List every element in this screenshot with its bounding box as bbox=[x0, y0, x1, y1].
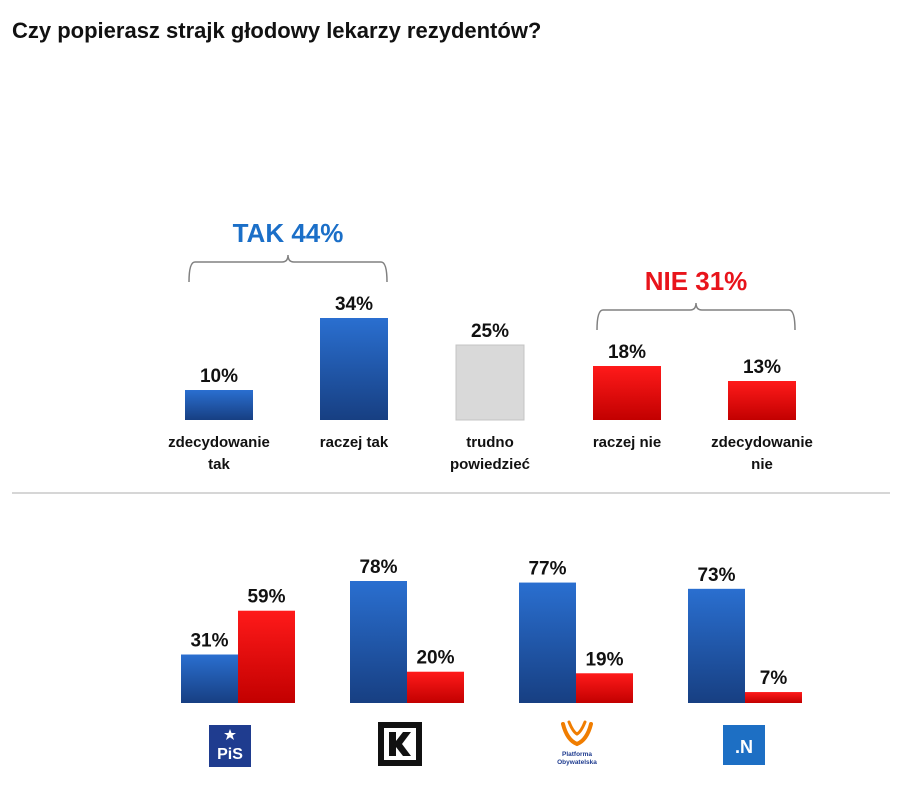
nowoczesna-logo-text: .N bbox=[735, 737, 753, 757]
bar-top-1 bbox=[320, 318, 388, 420]
value-label-top-0: 10% bbox=[200, 366, 238, 387]
bar-tak-0 bbox=[181, 654, 238, 703]
bar-top-0 bbox=[185, 390, 253, 420]
category-label-0-1: tak bbox=[208, 456, 230, 473]
page-title: Czy popierasz strajk głodowy lekarzy rez… bbox=[12, 18, 542, 43]
bar-top-4 bbox=[728, 381, 796, 420]
value-label-nie-3: 7% bbox=[760, 668, 788, 689]
po-logo-text-2: Obywatelska bbox=[557, 759, 597, 766]
party-logos: PiS Platforma Obywatelska .N bbox=[209, 720, 765, 767]
bar-top-3 bbox=[593, 366, 661, 420]
category-label-1-0: raczej tak bbox=[320, 434, 389, 451]
bar-nie-3 bbox=[745, 692, 802, 703]
bottom-chart: 31% 78% 77% 73% 59% 20% 19% 7% bbox=[181, 557, 802, 703]
value-label-nie-1: 20% bbox=[416, 648, 454, 669]
pis-logo-text: PiS bbox=[217, 746, 243, 763]
category-label-2-0: trudno bbox=[466, 434, 513, 451]
pis-logo: PiS bbox=[209, 725, 251, 767]
value-label-tak-0: 31% bbox=[190, 631, 228, 652]
category-label-3-0: raczej nie bbox=[593, 434, 661, 451]
bar-tak-2 bbox=[519, 582, 576, 703]
bar-nie-1 bbox=[407, 671, 464, 703]
value-label-top-2: 25% bbox=[471, 321, 509, 342]
value-label-top-1: 34% bbox=[335, 294, 373, 315]
top-chart: 10% zdecydowanie tak 34% raczej tak 25% trudno… bbox=[168, 218, 813, 473]
category-label-2-1: powiedzieć bbox=[450, 456, 530, 473]
bar-top-2 bbox=[455, 344, 525, 421]
value-label-nie-2: 19% bbox=[585, 649, 623, 670]
category-label-0-0: zdecydowanie bbox=[168, 434, 270, 451]
group-bracket-1 bbox=[596, 302, 796, 331]
value-label-top-4: 13% bbox=[743, 357, 781, 378]
value-label-nie-0: 59% bbox=[247, 587, 285, 608]
kukiz-logo bbox=[378, 722, 422, 766]
category-label-4-1: nie bbox=[751, 456, 773, 473]
value-label-tak-3: 73% bbox=[697, 565, 735, 586]
bar-nie-2 bbox=[576, 673, 633, 703]
group-label-1: NIE 31% bbox=[645, 266, 748, 296]
value-label-tak-1: 78% bbox=[359, 557, 397, 578]
nowoczesna-logo: .N bbox=[723, 725, 765, 765]
value-label-top-3: 18% bbox=[608, 342, 646, 363]
group-bracket-0 bbox=[188, 254, 388, 283]
value-label-tak-2: 77% bbox=[528, 559, 566, 580]
bar-nie-0 bbox=[238, 610, 295, 703]
category-label-4-0: zdecydowanie bbox=[711, 434, 813, 451]
bar-tak-1 bbox=[350, 581, 407, 703]
po-logo-text-1: Platforma bbox=[562, 751, 592, 758]
po-logo: Platforma Obywatelska bbox=[557, 720, 597, 766]
bar-tak-3 bbox=[688, 588, 745, 703]
group-label-0: TAK 44% bbox=[233, 218, 344, 248]
